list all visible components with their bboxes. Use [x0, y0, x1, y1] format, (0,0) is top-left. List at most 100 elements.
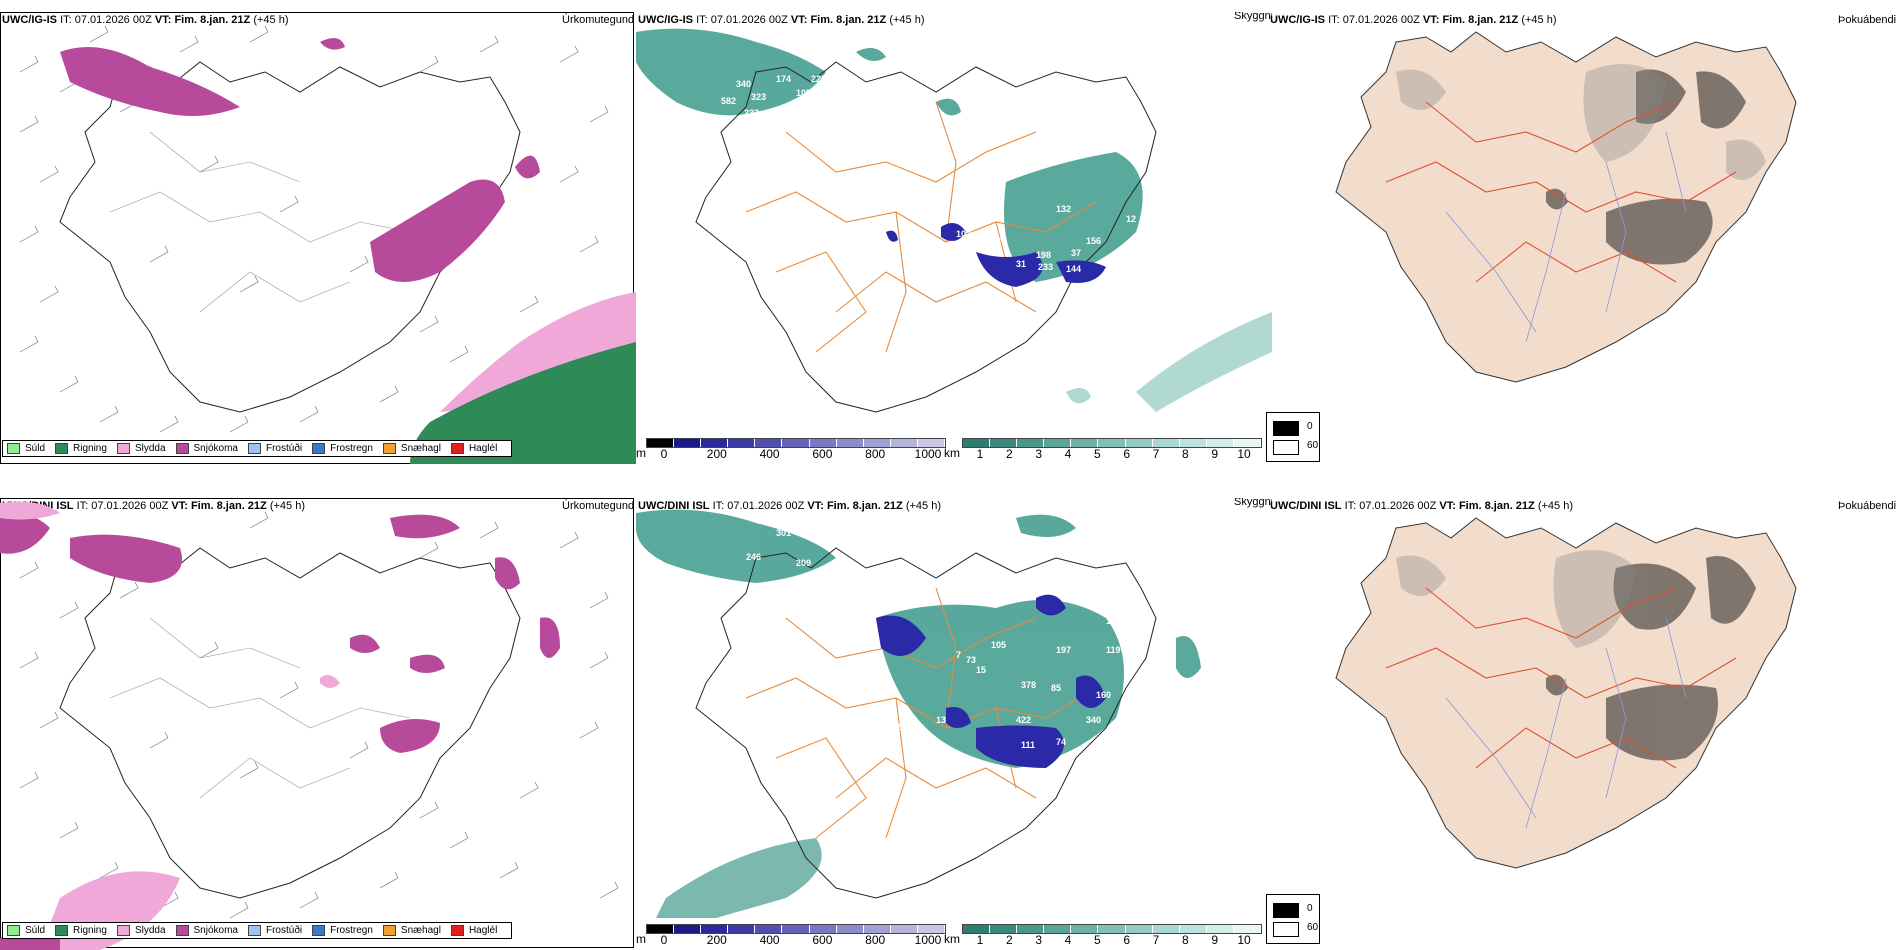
colorbar-cell [647, 439, 675, 447]
legend-item: Haglél [450, 925, 497, 936]
visibility-streaks [1066, 312, 1272, 412]
it-label: IT: [1344, 500, 1357, 512]
legend-item: Haglél [450, 443, 498, 454]
elevation-value: 83 [1124, 740, 1134, 750]
legend-item: Snjókoma [175, 443, 238, 454]
legend-swatch [55, 925, 69, 936]
colorbar-cell [1233, 439, 1262, 447]
vt-value: Fim. 8.jan. 21Z [190, 500, 267, 512]
legend-swatch [247, 443, 261, 454]
lead-time: (+45 h) [905, 500, 941, 512]
fog-scale-dark [1273, 421, 1299, 436]
lead-time: (+45 h) [253, 14, 289, 26]
visibility-colorbar: 1 2 3 4 5 6 7 8 9 10 [962, 438, 1262, 461]
legend-label: Snæhagl [400, 925, 441, 936]
elevation-value: 13 [936, 715, 946, 725]
colorbar-cell [1098, 925, 1126, 933]
colorbar-cell [963, 925, 991, 933]
colorbar-tick: 800 [865, 447, 886, 461]
precip-map-frame [0, 498, 634, 948]
wind-barbs [19, 511, 619, 919]
elevation-value: 104 [1106, 616, 1121, 626]
colorbar-tick: 1 [976, 447, 984, 461]
colorbar-tick: 6 [1123, 933, 1130, 947]
snow-areas [0, 514, 560, 753]
vt-value: Fim. 8.jan. 21Z [826, 500, 903, 512]
colorbar-cell [701, 925, 729, 933]
elevation-value: 132 [1056, 204, 1071, 214]
elevation-value: 31 [1016, 259, 1026, 269]
elevation-value: 74 [1056, 737, 1066, 747]
elevation-value: 102 [956, 229, 971, 239]
colorbar-tick: 200 [706, 933, 727, 947]
legend-swatch [116, 443, 130, 454]
legend-swatch [312, 443, 326, 454]
model-name: UWC/IG-IS [1270, 14, 1325, 26]
vt-label: VT: [807, 500, 824, 512]
visibility-areas [636, 28, 1143, 282]
elevation-value: 90 [1116, 725, 1126, 735]
colorbar-tick: 400 [759, 447, 780, 461]
fog-roads [1385, 587, 1737, 769]
elevation-value: 144 [1066, 264, 1081, 274]
colorbar-tick: 1 [976, 933, 984, 947]
it-value: 07.01.2026 00Z [710, 14, 788, 26]
colorbar-tick: 200 [706, 447, 727, 461]
legend-item: Rigning [55, 443, 107, 454]
colorbar-tick: 600 [812, 933, 833, 947]
legend-swatch [382, 443, 396, 454]
colorbar-tick: 8 [1181, 933, 1189, 947]
legend-item: Snæhagl [382, 925, 441, 936]
legend-item: Frostregn [312, 925, 373, 936]
fog-scale-low: 60 [1307, 440, 1319, 451]
legend-swatch [175, 925, 189, 936]
fog-scale-dark [1273, 903, 1299, 918]
colorbar-cell [809, 925, 837, 933]
height-unit: m [636, 446, 646, 460]
fog-scale-low: 60 [1307, 922, 1319, 933]
elevation-value: 198 [1036, 250, 1051, 260]
colorbar-cell [647, 925, 675, 933]
colorbar-cell [890, 439, 918, 447]
legend-item: Slydda [116, 925, 166, 936]
vt-value: Fim. 8.jan. 21Z [810, 14, 887, 26]
elevation-value: 105 [796, 88, 811, 98]
colorbar-tick: 7 [1152, 933, 1160, 947]
legend-item: Frostúði [247, 443, 302, 454]
colorbar-cell [1152, 439, 1180, 447]
elevation-value: 209 [796, 558, 811, 568]
elevation-value: 73 [966, 655, 976, 665]
colorbar-cell [1098, 439, 1126, 447]
colorbar-tick: 3 [1035, 447, 1042, 461]
colorbar-tick: 10 [1237, 447, 1251, 461]
vt-label: VT: [1439, 500, 1456, 512]
legend-label: Haglél [468, 443, 498, 454]
colorbar-cell [917, 925, 946, 933]
precip-type-panel-1: UWC/IG-IS IT: 07.01.2026 00Z VT: Fim. 8.… [0, 12, 636, 464]
it-value: 07.01.2026 00Z [727, 500, 805, 512]
colorbar-cell [728, 439, 756, 447]
legend-label: Slydda [134, 925, 166, 936]
fog-panel-2: 0 60 UWC/DINI ISL IT: 07.01.2026 00Z VT:… [1266, 498, 1900, 950]
internal-roads [109, 617, 411, 799]
panel-title: Skyggni [1234, 12, 1272, 22]
vt-label: VT: [171, 500, 188, 512]
elevation-value: 37 [1071, 248, 1081, 258]
precip-map [0, 501, 619, 950]
colorbar-tick: 4 [1064, 933, 1072, 947]
colorbar-cell [782, 925, 810, 933]
elevation-value: 119 [1106, 645, 1121, 655]
colorbar-cell [1125, 439, 1153, 447]
colorbar-cell [701, 439, 729, 447]
elevation-value: 156 [1086, 236, 1101, 246]
colorbar-cell [755, 925, 783, 933]
it-value: 07.01.2026 00Z [1359, 500, 1437, 512]
it-value: 07.01.2026 00Z [74, 14, 152, 26]
elevation-value: 246 [746, 552, 761, 562]
colorbar-tick: 6 [1123, 447, 1130, 461]
colorbar-tick: 9 [1211, 933, 1218, 947]
legend-swatch [312, 925, 326, 936]
colorbar-cell [674, 439, 702, 447]
visibility-map: 301 246 209 104 104 73 105 197 119 378 85 160 422 340… [636, 509, 1201, 918]
legend-item: Snæhagl [382, 443, 441, 454]
